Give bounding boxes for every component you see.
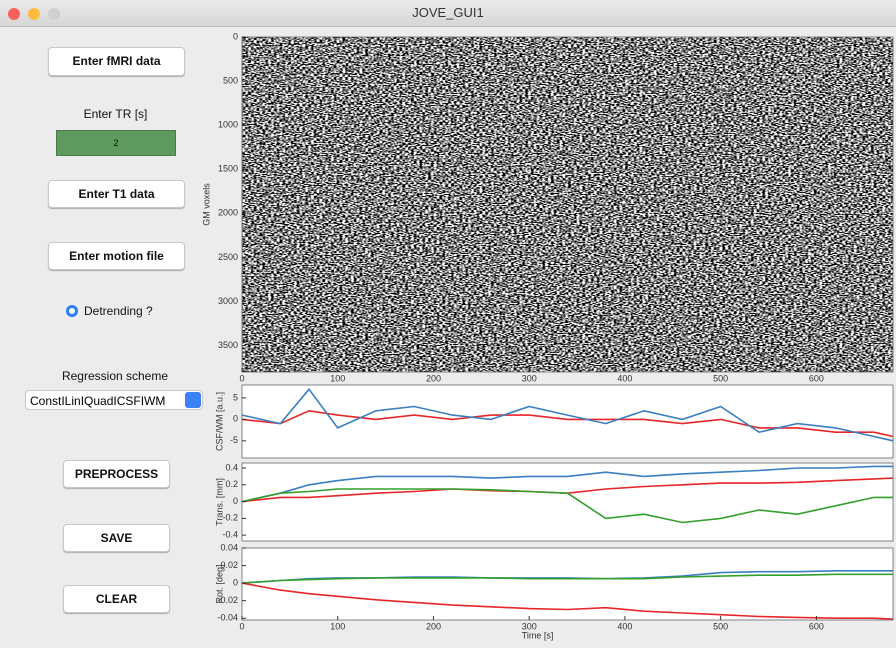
y-tick-label: 0 — [233, 496, 238, 506]
y-tick-label: 0 — [233, 31, 238, 41]
x-tick-label: 500 — [713, 621, 728, 631]
y-tick-label: 0.02 — [220, 560, 238, 570]
x-tick-label: 200 — [426, 621, 441, 631]
x-tick-label: 0 — [239, 373, 244, 383]
zoom-button[interactable] — [48, 8, 60, 20]
tr-input[interactable]: 2 — [56, 130, 176, 156]
y-tick-label: 0 — [233, 414, 238, 424]
detrend-radio[interactable] — [66, 305, 78, 317]
y-axis-label: GM voxels — [201, 183, 211, 226]
series-line — [241, 582, 894, 620]
y-tick-label: 1500 — [218, 164, 238, 174]
save-button[interactable]: SAVE — [63, 524, 170, 552]
x-axis-label: Time [s] — [522, 630, 554, 640]
series-line — [241, 388, 894, 442]
y-tick-label: 0.2 — [225, 479, 238, 489]
x-tick-label: 100 — [330, 621, 345, 631]
title-bar: JOVE_GUI1 — [0, 0, 896, 27]
fmri-button[interactable]: Enter fMRI data — [48, 47, 185, 76]
detrend-label: Detrending ? — [84, 304, 153, 318]
x-tick-label: 200 — [426, 373, 441, 383]
y-axis-label: Rot. [deg] — [214, 564, 224, 603]
x-tick-label: 600 — [809, 373, 824, 383]
preprocess-button[interactable]: PREPROCESS — [63, 460, 170, 488]
minimize-button[interactable] — [28, 8, 40, 20]
close-button[interactable] — [8, 8, 20, 20]
regression-dropdown[interactable]: ConstILinIQuadICSFIWM — [25, 390, 203, 410]
y-tick-label: 1000 — [218, 120, 238, 130]
y-tick-label: -0.4 — [222, 530, 238, 540]
y-tick-label: 3000 — [218, 296, 238, 306]
y-tick-label: -0.02 — [217, 595, 238, 605]
x-tick-label: 300 — [522, 373, 537, 383]
dropdown-arrow — [185, 392, 201, 408]
x-tick-label: 0 — [239, 621, 244, 631]
x-tick-label: 100 — [330, 373, 345, 383]
y-tick-label: 3500 — [218, 340, 238, 350]
x-tick-label: 600 — [809, 621, 824, 631]
y-axis-label: CSF/WM [a.u.] — [214, 392, 224, 451]
y-tick-label: 5 — [233, 392, 238, 402]
y-tick-label: -0.2 — [222, 513, 238, 523]
series-line — [241, 573, 893, 584]
regression-label: Regression scheme — [61, 369, 169, 383]
series-line — [241, 488, 893, 524]
axes-frame — [241, 36, 894, 373]
axes-frame — [241, 547, 894, 621]
series-line — [241, 465, 893, 503]
x-tick-label: 400 — [617, 373, 632, 383]
y-tick-label: -5 — [230, 435, 238, 445]
y-tick-label: 0 — [233, 577, 238, 587]
series-line — [241, 409, 894, 438]
clear-button[interactable]: CLEAR — [63, 585, 170, 613]
y-tick-label: 0.04 — [220, 542, 238, 552]
y-axis-label: Trans. [mm] — [214, 478, 224, 526]
axes-background — [242, 548, 893, 620]
y-tick-label: 0.4 — [225, 462, 238, 472]
x-tick-label: 500 — [713, 373, 728, 383]
axes-background — [242, 385, 893, 458]
y-tick-label: 2000 — [218, 208, 238, 218]
x-tick-label: 400 — [617, 621, 632, 631]
axes-frame — [241, 384, 894, 459]
y-tick-label: 2500 — [218, 252, 238, 262]
y-tick-label: 500 — [223, 75, 238, 85]
y-tick-label: -0.04 — [217, 613, 238, 623]
axes-background — [242, 463, 893, 541]
carpet-image — [242, 37, 893, 372]
motion-button[interactable]: Enter motion file — [48, 242, 185, 270]
t1-button[interactable]: Enter T1 data — [48, 180, 185, 208]
tr-label: Enter TR [s] — [83, 107, 148, 121]
window-title: JOVE_GUI1 — [412, 5, 484, 20]
regression-value: ConstILinIQuadICSFIWM — [30, 394, 166, 408]
x-tick-label: 300 — [522, 621, 537, 631]
